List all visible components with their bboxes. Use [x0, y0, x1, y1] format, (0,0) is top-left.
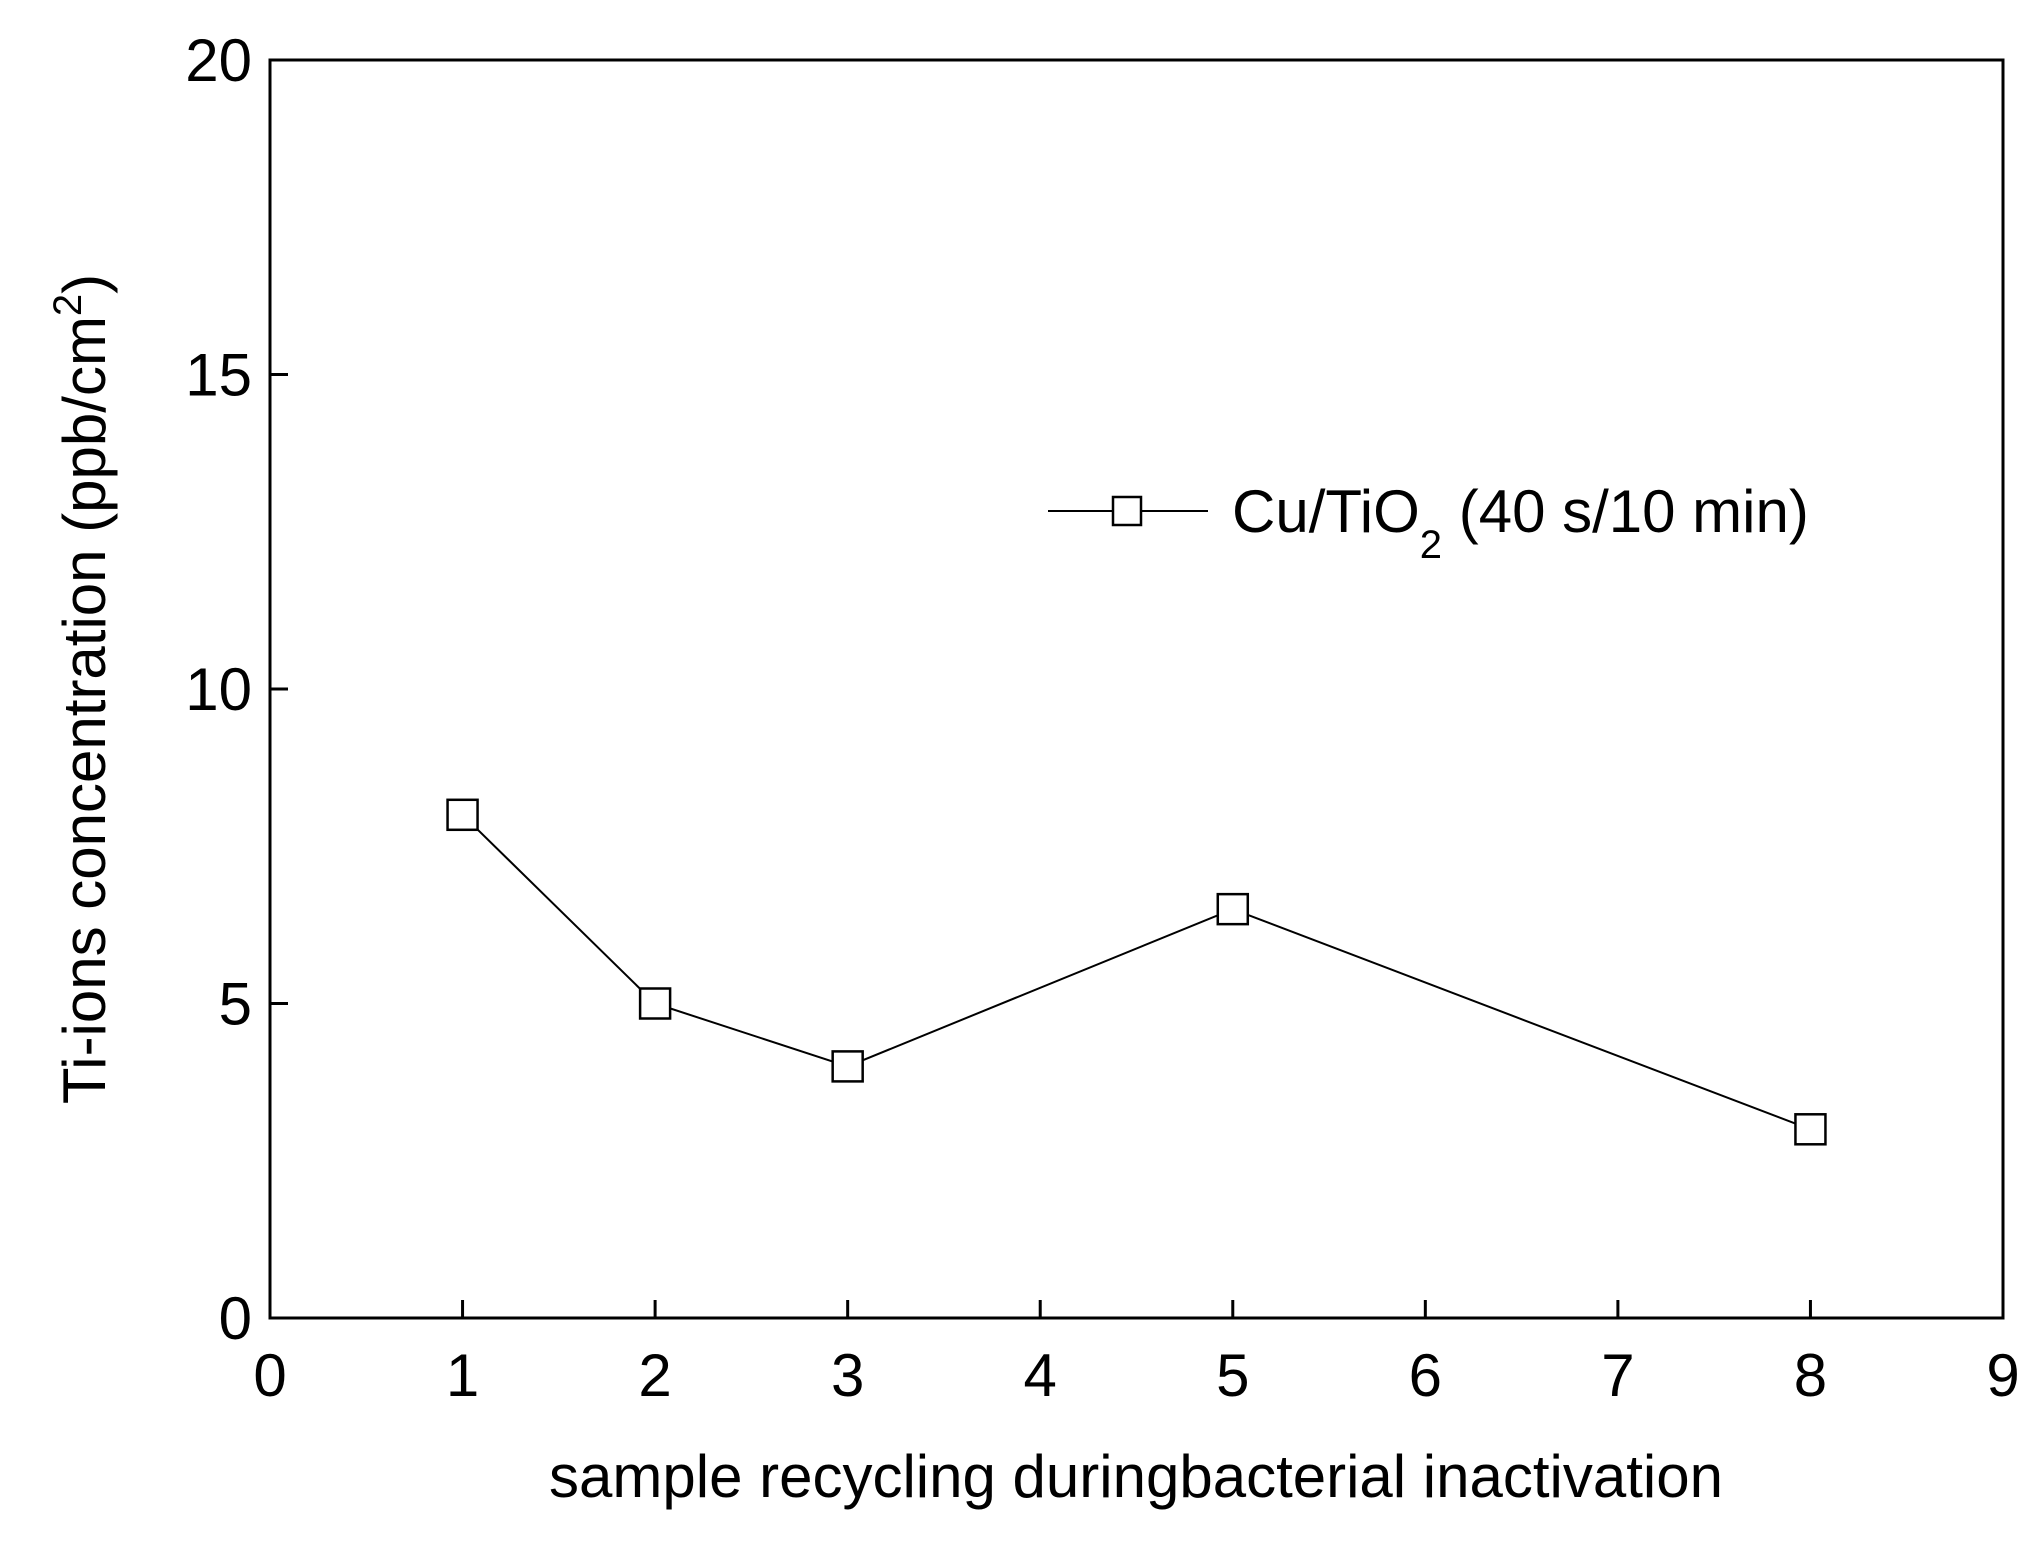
data-point-marker: [446, 798, 479, 832]
y-axis-label-main: Ti-ions concentration (ppb/cm: [51, 316, 118, 1104]
legend-label-subscript: 2: [1420, 523, 1442, 567]
data-point-marker: [1794, 1113, 1827, 1146]
x-tick-label: 1: [446, 1342, 479, 1409]
x-tick-label: 5: [1216, 1342, 1249, 1409]
y-axis-ticks: 0 5 10 15 20: [185, 27, 288, 1352]
x-tick-label: 8: [1794, 1342, 1827, 1409]
y-axis-label: Ti-ions concentration (ppb/cm2): [46, 274, 118, 1104]
legend-label-rest: (40 s/10 min): [1442, 478, 1809, 545]
data-point-marker: [1216, 892, 1250, 926]
x-tick-label: 2: [638, 1342, 671, 1409]
series-line: [461, 814, 1811, 1131]
x-tick-label: 6: [1409, 1342, 1442, 1409]
y-tick-label: 20: [185, 27, 252, 94]
legend: Cu/TiO2 (40 s/10 min): [1048, 478, 1809, 567]
x-axis-label: sample recycling duringbacterial inactiv…: [549, 1443, 1723, 1510]
y-axis-label-superscript: 2: [46, 294, 90, 316]
x-tick-label: 0: [253, 1342, 286, 1409]
y-tick-label: 15: [185, 342, 252, 409]
x-tick-label: 7: [1601, 1342, 1634, 1409]
legend-label: Cu/TiO2 (40 s/10 min): [1232, 478, 1809, 567]
y-tick-label: 10: [185, 656, 252, 723]
plot-frame: [268, 58, 2005, 1320]
legend-marker: [1111, 495, 1143, 527]
y-tick-label: 5: [219, 971, 252, 1038]
x-axis-ticks: 0 1 2 3 4 5 6 7 8 9: [253, 1300, 2020, 1409]
x-tick-label: 9: [1986, 1342, 2019, 1409]
y-tick-label: 0: [219, 1285, 252, 1352]
y-axis-label-end: ): [51, 274, 118, 294]
data-point-marker: [831, 1050, 864, 1083]
x-tick-label: 4: [1024, 1342, 1057, 1409]
x-tick-label: 3: [831, 1342, 864, 1409]
legend-label-main: Cu/TiO: [1232, 478, 1420, 545]
data-point-marker: [638, 987, 672, 1020]
series-layer: [446, 798, 1827, 1146]
